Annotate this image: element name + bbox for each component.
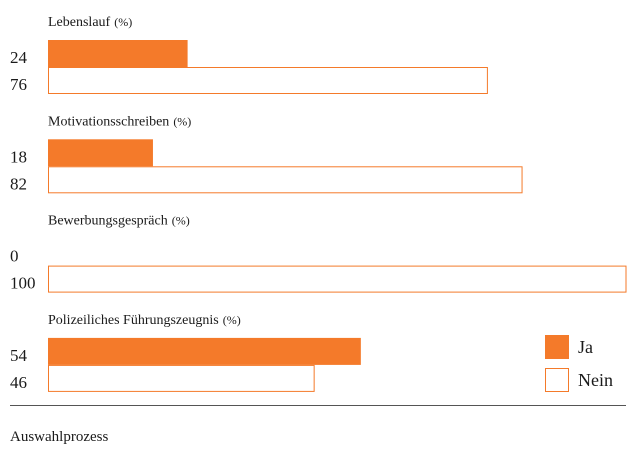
bar <box>48 337 361 365</box>
legend-swatch <box>545 368 569 392</box>
group-title: Bewerbungsgespräch (%) <box>48 214 190 229</box>
bar <box>48 67 488 94</box>
value-label: 76 <box>10 75 27 94</box>
category-label: Motivationsschreiben <box>48 114 169 129</box>
value-label: 18 <box>10 147 27 166</box>
value-label: 82 <box>10 174 27 193</box>
unit-label: (%) <box>114 15 132 29</box>
group-title: Motivationsschreiben (%) <box>48 114 191 129</box>
unit-label: (%) <box>172 214 190 228</box>
unit-label: (%) <box>173 114 191 128</box>
value-label: 46 <box>10 373 27 392</box>
legend-swatch <box>545 335 569 359</box>
bar <box>48 265 627 293</box>
value-label: 100 <box>10 274 36 293</box>
bar <box>48 139 153 167</box>
bar <box>48 364 315 392</box>
group-title: Lebenslauf (%) <box>48 15 132 30</box>
value-label: 0 <box>10 247 19 266</box>
value-label: 54 <box>10 346 28 365</box>
category-label: Lebenslauf <box>48 15 111 30</box>
bar <box>48 166 523 194</box>
group-title: Polizeiliches Führungszeugnis (%) <box>48 313 241 328</box>
unit-label: (%) <box>223 313 241 327</box>
value-label: 24 <box>10 48 28 67</box>
legend-label: Ja <box>578 337 593 357</box>
bar <box>48 40 188 67</box>
legend-label: Nein <box>578 370 613 390</box>
footer: Auswahlprozess <box>10 429 108 445</box>
category-label: Bewerbungsgespräch <box>48 214 168 229</box>
category-label: Polizeiliches Führungszeugnis <box>48 313 219 328</box>
